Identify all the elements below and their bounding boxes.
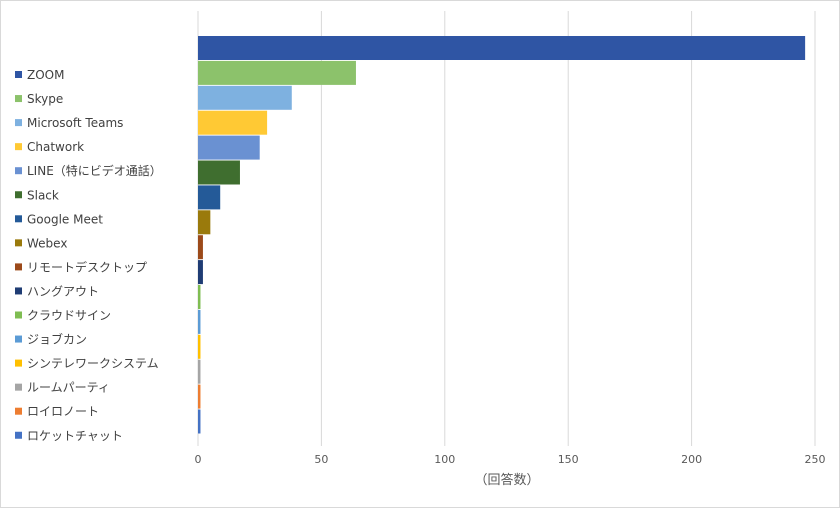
- bar: [198, 110, 268, 135]
- legend: ZOOM Skype Microsoft Teams Chatwork LINE（特にビ…: [15, 68, 162, 443]
- x-tick-label: 100: [434, 453, 455, 466]
- bar: [198, 285, 201, 309]
- bar: [198, 60, 356, 85]
- legend-swatch: [15, 335, 22, 343]
- legend-swatch: [15, 239, 22, 247]
- legend-label: Skype: [27, 92, 63, 106]
- legend-swatch: [15, 191, 22, 199]
- legend-label: クラウドサイン: [27, 309, 111, 323]
- legend-swatch: [15, 95, 22, 103]
- x-tick-label: 50: [314, 453, 328, 466]
- legend-label: ロケットチャット: [27, 429, 123, 443]
- x-axis-label: （回答数）: [474, 472, 539, 488]
- legend-label: ハングアウト: [27, 284, 99, 298]
- x-tick-label: 250: [805, 453, 826, 466]
- legend-label: Microsoft Teams: [27, 116, 123, 130]
- legend-label: Webex: [27, 236, 67, 250]
- bar: [198, 359, 201, 384]
- legend-label: Slack: [27, 188, 59, 202]
- bar: [198, 185, 221, 210]
- legend-swatch: [15, 383, 22, 391]
- legend-label: ジョブカン: [27, 332, 87, 347]
- bar: [198, 160, 240, 185]
- x-tick-label: 200: [681, 453, 702, 466]
- legend-swatch: [15, 287, 22, 295]
- bars: [198, 36, 806, 434]
- legend-label: リモートデスクトップ: [27, 259, 147, 274]
- bar: [198, 85, 292, 110]
- legend-swatch: [15, 143, 22, 151]
- legend-swatch: [15, 119, 22, 127]
- legend-label: Chatwork: [27, 140, 84, 154]
- legend-label: ZOOM: [27, 68, 64, 82]
- legend-swatch: [15, 167, 22, 175]
- x-tick-label: 150: [558, 453, 579, 466]
- legend-swatch: [15, 263, 22, 271]
- legend-label: Google Meet: [27, 212, 103, 226]
- legend-label: ルームパーティ: [27, 381, 110, 395]
- bar: [198, 309, 201, 334]
- bar: [198, 334, 201, 359]
- legend-label: シンテレワークシステム: [27, 357, 159, 371]
- legend-swatch: [15, 431, 22, 439]
- legend-swatch: [15, 71, 22, 78]
- legend-label: ロイロノート: [27, 405, 99, 419]
- bar: [198, 384, 201, 409]
- legend-swatch: [15, 311, 22, 319]
- legend-label: LINE（特にビデオ通話）: [27, 163, 162, 178]
- legend-swatch: [15, 215, 22, 223]
- legend-swatch: [15, 359, 22, 367]
- bar: [198, 36, 806, 60]
- bar: [198, 210, 211, 235]
- bar: [198, 235, 203, 260]
- bar: [198, 260, 203, 285]
- legend-swatch: [15, 407, 22, 415]
- x-axis-ticks: 0 50 100 150 200 250: [195, 453, 826, 466]
- bar: [198, 409, 201, 434]
- x-tick-label: 0: [195, 453, 202, 466]
- bar: [198, 135, 260, 160]
